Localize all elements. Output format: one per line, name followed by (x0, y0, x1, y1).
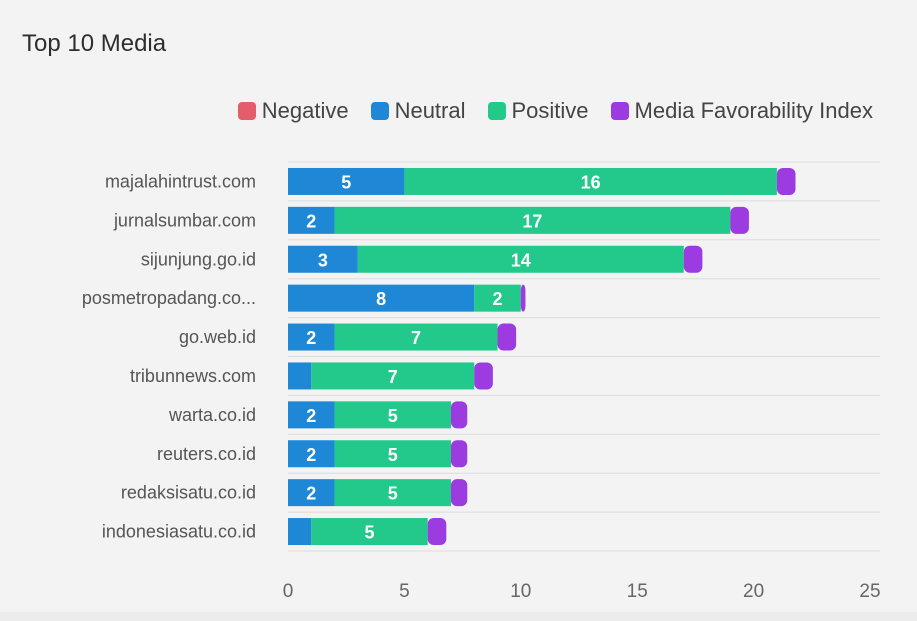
bar-segment-positive (334, 440, 451, 468)
bar-segment-positive (311, 518, 428, 546)
category-label: majalahintrust.com (105, 171, 256, 191)
legend-item-neutral[interactable]: Neutral (370, 98, 466, 124)
bar-segment-neutral (288, 167, 405, 195)
data-label: 5 (388, 445, 398, 465)
legend-label: Media Favorability Index (634, 98, 873, 123)
x-tick-label: 5 (399, 581, 410, 602)
x-tick-label: 15 (627, 581, 648, 602)
bar-segment-media-favorability-index (450, 401, 468, 429)
bar-segment-neutral (288, 362, 312, 390)
legend-item-media-favorability-index[interactable]: Media Favorability Index (610, 98, 873, 124)
bar-segment-media-favorability-index (450, 479, 468, 507)
data-label: 5 (388, 406, 398, 426)
data-label: 7 (411, 328, 421, 348)
category-label: tribunnews.com (130, 366, 256, 386)
x-tick-label: 0 (283, 581, 294, 602)
data-label: 5 (341, 172, 351, 192)
legend-swatch (487, 102, 506, 120)
data-label: 2 (306, 445, 316, 465)
bar-segment-media-favorability-index (450, 440, 468, 468)
data-label: 5 (364, 523, 374, 543)
bar-segment-media-favorability-index (730, 206, 749, 234)
data-label: 7 (388, 367, 398, 387)
bar-segment-neutral (288, 245, 358, 273)
legend-item-positive[interactable]: Positive (487, 98, 589, 124)
bar-segment-media-favorability-index (427, 518, 447, 546)
bar-segment-positive (334, 479, 451, 507)
data-label: 17 (522, 211, 542, 231)
legend-swatch (610, 102, 629, 120)
data-label: 2 (306, 328, 316, 348)
x-tick-label: 10 (510, 581, 531, 602)
x-tick-label: 20 (743, 581, 764, 602)
legend-label: Neutral (394, 98, 466, 123)
category-label: go.web.id (179, 327, 256, 347)
data-label: 2 (306, 211, 316, 231)
bar-segment-positive (334, 401, 451, 429)
bar-segment-neutral (288, 479, 335, 507)
category-label: reuters.co.id (157, 444, 256, 464)
chart-title: Top 10 Media (22, 30, 167, 57)
legend-item-negative[interactable]: Negative (237, 98, 349, 124)
category-label: jurnalsumbar.com (113, 210, 256, 230)
x-tick-label: 25 (859, 581, 880, 602)
legend: Negative Neutral Positive Media Favorabilit… (237, 98, 873, 124)
bar-segment-neutral (288, 518, 312, 546)
category-label: posmetropadang.co... (82, 288, 256, 308)
legend-label: Positive (511, 98, 589, 123)
bar-segment-positive (474, 284, 521, 312)
category-label: indonesiasatu.co.id (102, 522, 256, 542)
legend-label: Negative (261, 98, 349, 123)
bar-segment-positive (334, 206, 731, 234)
data-label: 8 (376, 289, 386, 309)
data-label: 2 (306, 484, 316, 504)
bar-segment-neutral (288, 440, 335, 468)
bar-segment-positive (357, 245, 684, 273)
data-label: 2 (306, 406, 316, 426)
bar-segment-positive (311, 362, 475, 390)
category-label: redaksisatu.co.id (121, 483, 256, 503)
bar-segment-neutral (288, 323, 335, 351)
bar-segment-neutral (288, 401, 335, 429)
bar-segment-neutral (288, 284, 475, 312)
bar-segment-media-favorability-index (497, 323, 517, 351)
legend-swatch (370, 102, 389, 120)
bar-segment-media-favorability-index (683, 245, 703, 273)
bar-segment-media-favorability-index (474, 362, 493, 390)
category-label: warta.co.id (168, 405, 256, 425)
bar-segment-positive (334, 323, 498, 351)
data-label: 14 (511, 250, 531, 270)
bar-segment-neutral (288, 206, 335, 234)
bar-segment-positive (404, 167, 777, 195)
legend-swatch (237, 102, 256, 120)
data-label: 2 (493, 289, 503, 309)
data-label: 16 (581, 172, 601, 192)
data-label: 5 (388, 484, 398, 504)
data-label: 3 (318, 250, 328, 270)
bar-segment-media-favorability-index (776, 167, 796, 195)
category-label: sijunjung.go.id (141, 249, 256, 269)
bar-segment-media-favorability-index (520, 284, 526, 312)
